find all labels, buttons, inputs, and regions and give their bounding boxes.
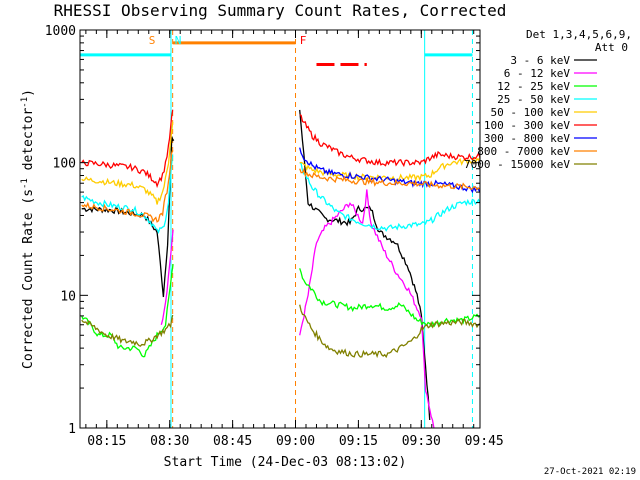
x-tick-label-2: 08:45 [213, 434, 252, 449]
series-8-segment-1 [299, 304, 481, 359]
y-axis-label: Corrected Count Rate (s-1 detector-1) [20, 89, 36, 369]
annotation-s: S [149, 34, 156, 47]
series-4-segment-0 [81, 121, 174, 205]
series-4-segment-1 [299, 156, 481, 182]
legend-label-5: 100 - 300 keV [484, 119, 570, 132]
legend-header-2: Att 0 [595, 41, 628, 54]
legend-label-6: 300 - 800 keV [484, 132, 570, 145]
series-5 [81, 109, 481, 189]
annotation-f: F [300, 34, 307, 47]
legend-label-8: 7000 - 15000 keV [464, 158, 570, 171]
legend-label-4: 50 - 100 keV [491, 106, 571, 119]
series-7-segment-0 [81, 149, 174, 223]
series-4 [81, 121, 481, 205]
series-2-segment-1 [299, 268, 481, 328]
series-0-segment-0 [81, 136, 175, 298]
x-tick-label-4: 09:15 [339, 434, 378, 449]
series-1-segment-0 [160, 229, 174, 325]
legend-label-2: 12 - 25 keV [497, 80, 570, 93]
series-7 [81, 149, 481, 223]
x-tick-label-5: 09:30 [402, 434, 441, 449]
series-1 [160, 189, 435, 429]
series-3-segment-1 [299, 162, 481, 232]
series-6 [299, 147, 481, 194]
date-stamp: 27-Oct-2021 02:19 [544, 467, 636, 477]
x-tick-label-6: 09:45 [465, 434, 504, 449]
y-tick-label-0: 1 [68, 422, 76, 437]
series-1-segment-1 [299, 189, 435, 429]
legend-header-1: Det 1,3,4,5,6,9, [526, 28, 632, 41]
series-5-segment-0 [81, 109, 174, 189]
y-tick-label-3: 1000 [45, 24, 76, 39]
series-5-segment-1 [299, 114, 481, 168]
chart-title: RHESSI Observing Summary Count Rates, Co… [54, 1, 507, 20]
legend-label-3: 25 - 50 keV [497, 93, 570, 106]
legend-label-1: 6 - 12 keV [504, 67, 571, 80]
annotation-n: N [175, 34, 182, 47]
series-6-segment-0 [299, 147, 481, 194]
axis-ticks: 08:15 08:30 08:45 09:00 09:15 09:30 09:45 1 10 10… [45, 24, 504, 449]
x-tick-label-0: 08:15 [87, 434, 126, 449]
legend-label-7: 800 - 7000 keV [477, 145, 570, 158]
series-7-segment-1 [299, 167, 481, 191]
x-tick-label-1: 08:30 [150, 434, 189, 449]
series-8-segment-0 [81, 314, 174, 347]
x-tick-label-3: 09:00 [276, 434, 315, 449]
legend-label-0: 3 - 6 keV [510, 54, 570, 67]
y-tick-label-1: 10 [60, 289, 76, 304]
x-axis-label: Start Time (24-Dec-03 08:13:02) [164, 455, 407, 470]
series-8 [81, 304, 481, 359]
plot-frame [79, 29, 481, 429]
y-tick-label-2: 100 [53, 157, 76, 172]
